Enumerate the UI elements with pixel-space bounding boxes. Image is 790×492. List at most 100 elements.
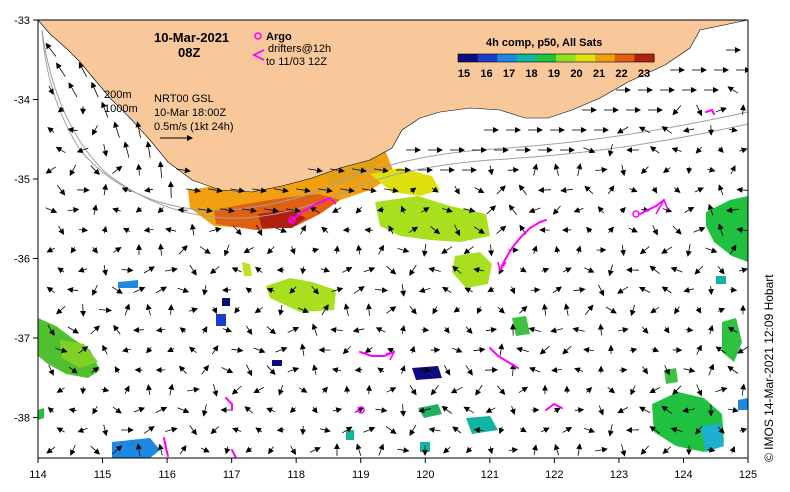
current-vector — [135, 443, 142, 456]
current-vector — [245, 287, 253, 294]
current-vector — [223, 244, 230, 257]
current-vector — [133, 407, 146, 413]
current-vector — [230, 187, 245, 194]
current-vector — [473, 346, 486, 353]
current-vector — [299, 387, 308, 393]
current-vector — [268, 446, 274, 455]
current-vector — [101, 101, 109, 118]
y-tick-label: -33 — [14, 15, 30, 27]
current-vector — [729, 244, 737, 255]
current-vector — [740, 383, 747, 396]
current-vector — [143, 426, 155, 434]
current-vector — [48, 85, 54, 95]
current-vector — [112, 207, 121, 214]
current-vector — [266, 365, 276, 376]
current-vector — [452, 347, 463, 353]
current-vector — [254, 307, 263, 314]
x-axis: 114 115 116 117 118 119 120 121 122 123 124 125 — [29, 458, 757, 481]
current-vector — [224, 446, 231, 455]
x-tick-label: 123 — [610, 469, 628, 481]
current-vector — [330, 326, 343, 333]
current-vector — [168, 383, 175, 396]
current-vector — [212, 384, 219, 397]
current-vector — [574, 367, 584, 374]
current-vector — [135, 163, 142, 176]
current-vector — [232, 225, 242, 236]
current-vector — [583, 347, 594, 353]
current-vector — [563, 303, 570, 316]
current-vector — [362, 187, 377, 194]
current-vector — [584, 267, 595, 273]
current-vector — [718, 184, 724, 195]
current-vector — [553, 407, 561, 414]
current-vector — [597, 323, 604, 336]
current-vector — [209, 266, 220, 275]
current-vector — [121, 187, 132, 193]
current-vector — [707, 203, 714, 216]
current-vector — [400, 404, 407, 417]
current-vector — [671, 147, 682, 153]
drifter-heads — [321, 197, 669, 361]
current-vector — [178, 365, 187, 374]
current-vector — [528, 367, 541, 373]
current-vector — [707, 446, 716, 453]
current-vector — [253, 387, 265, 394]
current-vector — [123, 141, 130, 158]
current-vector — [378, 244, 384, 255]
current-vector — [68, 407, 77, 414]
current-vector — [211, 345, 219, 355]
current-vector — [552, 286, 563, 294]
current-vector — [342, 346, 351, 355]
current-vector — [352, 327, 365, 334]
current-vector — [114, 366, 121, 374]
current-vector — [47, 407, 55, 414]
current-vector — [475, 384, 483, 396]
current-vector — [736, 226, 748, 233]
current-vector — [300, 225, 307, 235]
current-vector — [133, 327, 144, 333]
current-vector — [583, 427, 596, 433]
current-vector — [189, 425, 197, 436]
current-vector — [246, 364, 253, 377]
current-vector — [661, 286, 672, 294]
current-vector — [157, 161, 164, 179]
current-vector — [146, 384, 152, 395]
current-vector — [729, 126, 738, 133]
current-vector — [585, 387, 593, 394]
current-vector — [696, 384, 703, 397]
current-vector — [330, 167, 345, 174]
current-vector — [649, 426, 661, 434]
current-vector — [708, 363, 715, 376]
current-vector — [553, 163, 560, 176]
current-vector — [143, 226, 154, 233]
colorbar-tick-label: 16 — [480, 68, 492, 80]
current-vector — [309, 447, 321, 453]
current-vector — [189, 223, 196, 236]
current-vector — [124, 303, 131, 316]
current-vector — [155, 406, 168, 413]
current-vector — [221, 367, 234, 374]
current-vector — [443, 446, 451, 454]
current-vector — [318, 187, 333, 194]
current-vector — [528, 326, 541, 333]
current-vector — [662, 206, 673, 213]
current-vector — [431, 186, 439, 193]
current-vector — [332, 407, 343, 414]
current-vector — [640, 445, 649, 455]
argo-legend-icon — [254, 32, 262, 40]
current-vector — [179, 445, 187, 455]
current-vector — [290, 445, 297, 456]
current-vector — [428, 266, 441, 273]
y-tick-label: -37 — [14, 333, 30, 345]
product-time-label: 10-Mar 18:00Z — [154, 107, 226, 119]
current-vector — [67, 326, 80, 334]
current-vector — [200, 447, 210, 453]
current-vector — [432, 306, 439, 315]
colorbar-tick-label: 18 — [525, 68, 537, 80]
current-vector — [664, 365, 670, 376]
current-vector — [69, 164, 77, 177]
x-tick-label: 120 — [416, 469, 434, 481]
current-vector — [363, 426, 376, 433]
current-vector — [576, 163, 583, 176]
current-vector — [715, 386, 728, 393]
